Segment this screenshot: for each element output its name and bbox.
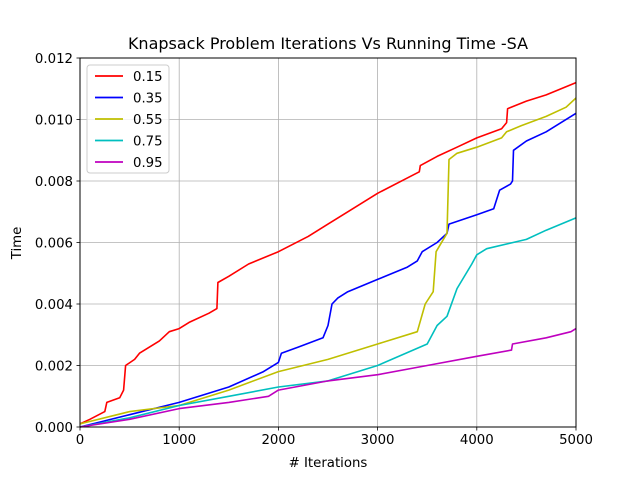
- y-tick-label: 0.006: [35, 237, 73, 252]
- series-line-0.95: [79, 327, 577, 428]
- x-tick-label: 2000: [261, 433, 295, 448]
- y-tick-label: 0.002: [35, 360, 73, 375]
- legend: 0.15 0.35 0.55 0.75 0.95: [86, 64, 170, 174]
- legend-label: 0.95: [133, 156, 163, 171]
- axis-ticks: 0 1000 2000 3000 4000 5000 0.000 0.002 0.004 0.00…: [35, 52, 593, 448]
- x-axis-label: # Iterations: [289, 456, 368, 471]
- chart-title: Knapsack Problem Iterations Vs Running T…: [128, 34, 528, 53]
- series-line-0.55: [79, 97, 577, 425]
- y-tick-label: 0.008: [35, 175, 73, 190]
- legend-label: 0.35: [133, 92, 163, 107]
- legend-label: 0.55: [133, 113, 163, 128]
- y-tick-label: 0.012: [35, 52, 73, 67]
- y-tick-label: 0.010: [35, 114, 73, 129]
- x-tick-label: 1000: [162, 433, 196, 448]
- y-axis-label: Time: [10, 227, 25, 261]
- y-tick-label: 0.000: [35, 421, 73, 436]
- x-tick-label: 0: [76, 433, 84, 448]
- legend-label: 0.15: [133, 70, 163, 85]
- series-line-0.75: [79, 217, 577, 428]
- legend-box: [86, 64, 170, 174]
- x-tick-label: 5000: [559, 433, 593, 448]
- series-layer: [79, 81, 577, 428]
- series-line-0.35: [79, 112, 577, 428]
- y-tick-label: 0.004: [35, 298, 73, 313]
- x-tick-label: 3000: [361, 433, 395, 448]
- legend-label: 0.75: [133, 135, 163, 150]
- x-tick-label: 4000: [460, 433, 494, 448]
- series-line-0.15: [79, 81, 577, 425]
